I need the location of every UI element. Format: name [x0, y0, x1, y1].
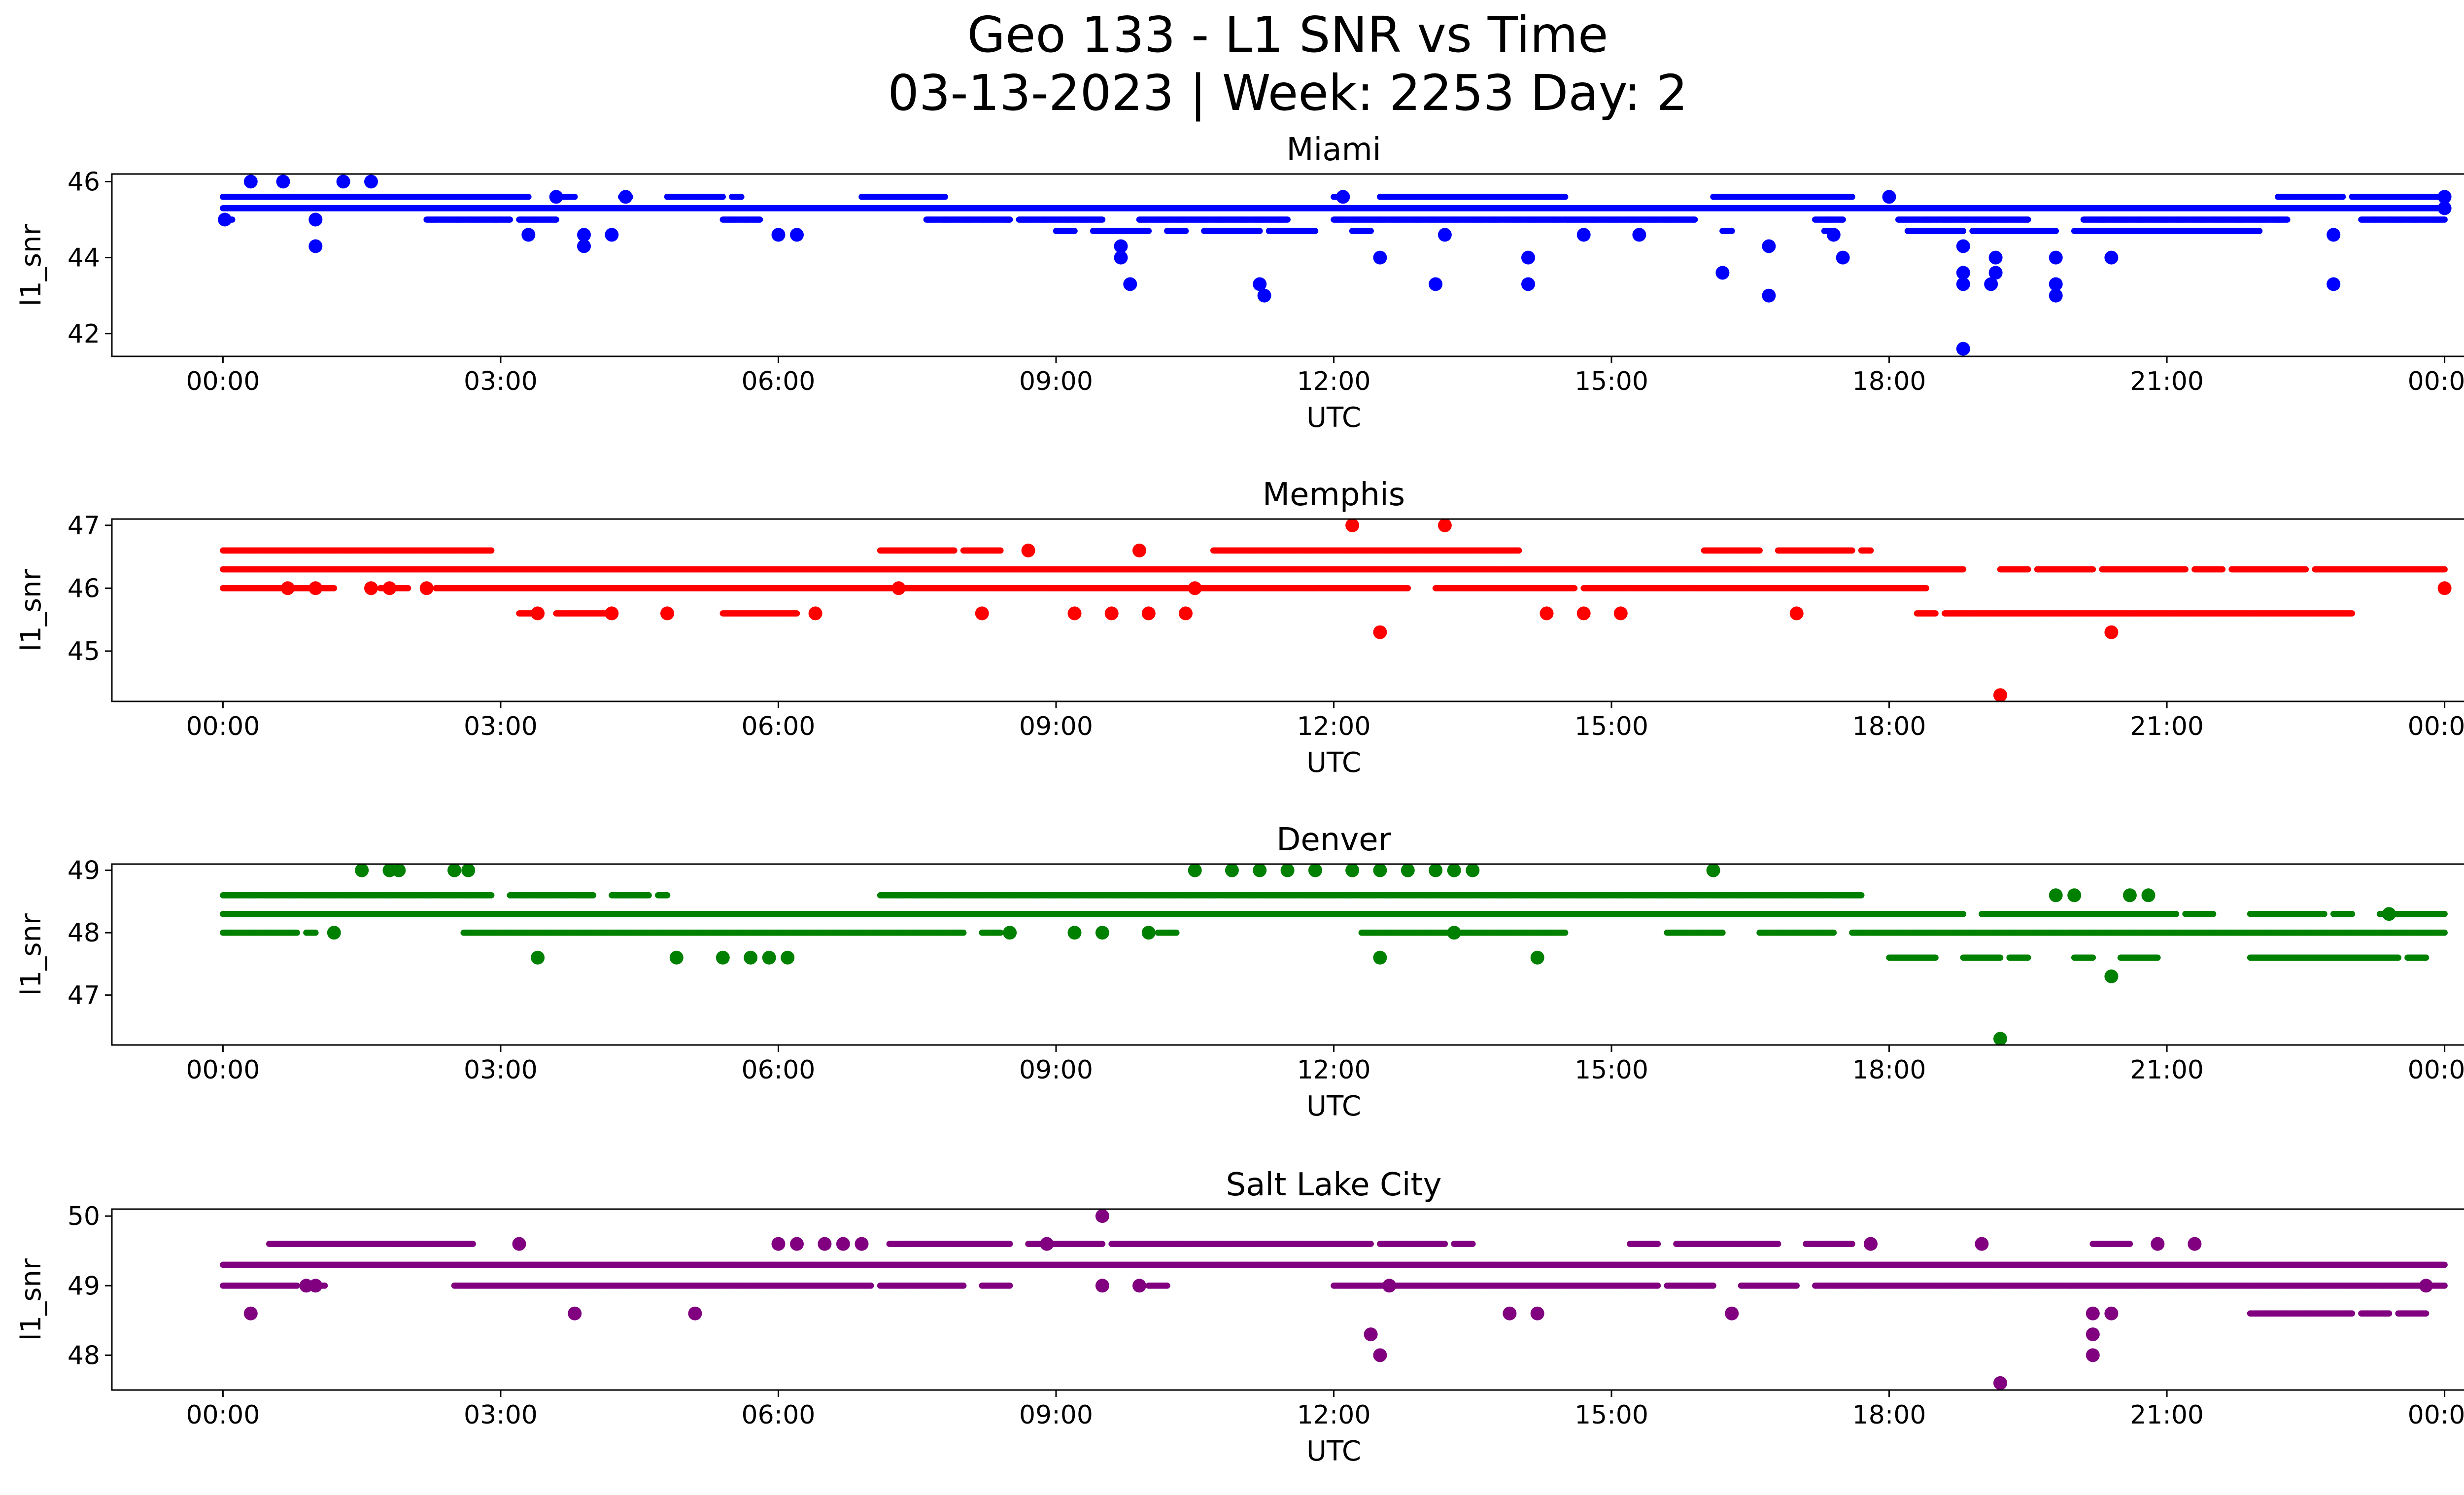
chart-0-point: [2441, 216, 2448, 223]
chart-0-point: [2025, 216, 2031, 223]
chart-0-point: [1562, 194, 1569, 200]
chart-0-series: [218, 174, 2452, 356]
chart-0-point: [719, 194, 726, 200]
figure-title: Geo 133 - L1 SNR vs Time 03-13-2023 | We…: [0, 6, 2464, 122]
figure-title-line-1: Geo 133 - L1 SNR vs Time: [0, 6, 2464, 64]
chart-0-title: Miami: [1286, 132, 1381, 168]
chart-0-point: [1849, 194, 1855, 200]
chart-0-point: [2284, 216, 2291, 223]
chart-0-point: [1182, 228, 1189, 234]
chart-0-point: [1840, 216, 1846, 223]
figure-title-line-2: 03-13-2023 | Week: 2253 Day: 2: [0, 64, 2464, 122]
chart-0-point: [2339, 194, 2346, 200]
chart-0-point: [942, 194, 948, 200]
chart-0-point: [1099, 216, 1106, 223]
chart-0-point: [1691, 216, 1698, 223]
chart-0-point: [1284, 216, 1291, 223]
chart-0-point: [1145, 228, 1152, 234]
chart-0-point: [507, 216, 513, 223]
chart-0-point: [756, 216, 763, 223]
chart-0-point: [738, 194, 745, 200]
chart-0-point: [1071, 228, 1078, 234]
chart-0-point: [571, 194, 578, 200]
chart-0-point: [1006, 216, 1013, 223]
chart-0-point: [553, 216, 559, 223]
chart-0-point: [525, 194, 532, 200]
